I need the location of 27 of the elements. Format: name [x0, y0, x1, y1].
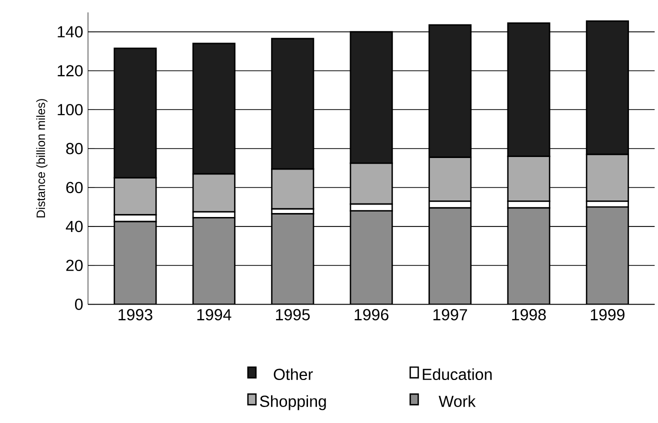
bar	[350, 210, 393, 304]
bar	[586, 206, 629, 304]
y-tick-label: 0	[75, 298, 83, 310]
y-tick-label: 140	[58, 26, 83, 38]
y-tick-label: 40	[66, 220, 83, 232]
x-tick-label: 1994	[197, 309, 232, 320]
x-tick-label: 1995	[276, 309, 310, 320]
legend-label: Education	[422, 368, 492, 380]
bar	[507, 207, 550, 304]
x-tick-label: 1999	[590, 309, 624, 320]
y-tick-label: 80	[66, 142, 83, 154]
legend-label: Shopping	[260, 395, 326, 410]
y-tick-label: 100	[58, 104, 83, 116]
y-tick-label: 20	[66, 260, 83, 272]
x-tick-label: 1998	[512, 309, 546, 320]
legend-label: Work	[438, 395, 476, 407]
bar	[428, 207, 472, 304]
y-tick-label: 120	[58, 65, 83, 76]
x-tick-label: 1996	[354, 309, 388, 320]
legend-label: Other	[274, 368, 313, 380]
x-tick-label: 1993	[118, 309, 152, 320]
y-tick-label: 60	[66, 182, 83, 194]
bar	[271, 213, 314, 304]
x-tick-label: 1997	[433, 309, 468, 320]
y-axis-title: Distance (billion miles)	[36, 99, 48, 218]
bar	[114, 220, 157, 304]
bar	[192, 217, 236, 304]
